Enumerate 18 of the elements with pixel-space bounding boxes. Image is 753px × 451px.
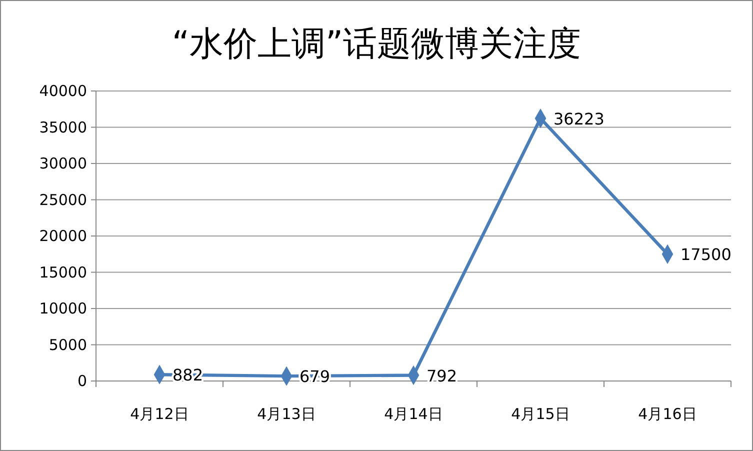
y-tick-label: 20000 xyxy=(39,227,87,245)
y-tick-label: 5000 xyxy=(48,336,87,354)
y-tick-label: 15000 xyxy=(39,263,87,282)
chart-title: “水价上调”话题微博关注度 xyxy=(172,24,582,64)
x-tick-label: 4月16日 xyxy=(638,405,697,423)
y-tick-label: 35000 xyxy=(39,118,87,136)
x-tick-label: 4月13日 xyxy=(257,405,316,423)
data-label: 36223 xyxy=(554,109,604,128)
y-tick-label: 25000 xyxy=(39,190,87,209)
x-tick-label: 4月15日 xyxy=(511,405,570,423)
data-label: 17500 xyxy=(680,245,732,264)
y-tick-label: 0 xyxy=(77,372,87,390)
x-tick-label: 4月12日 xyxy=(130,405,189,423)
data-label: 792 xyxy=(426,366,458,386)
y-tick-label: 10000 xyxy=(39,300,87,318)
y-tick-label: 30000 xyxy=(39,154,87,172)
y-tick-label: 40000 xyxy=(39,82,87,100)
x-tick-label: 4月14日 xyxy=(384,405,443,423)
